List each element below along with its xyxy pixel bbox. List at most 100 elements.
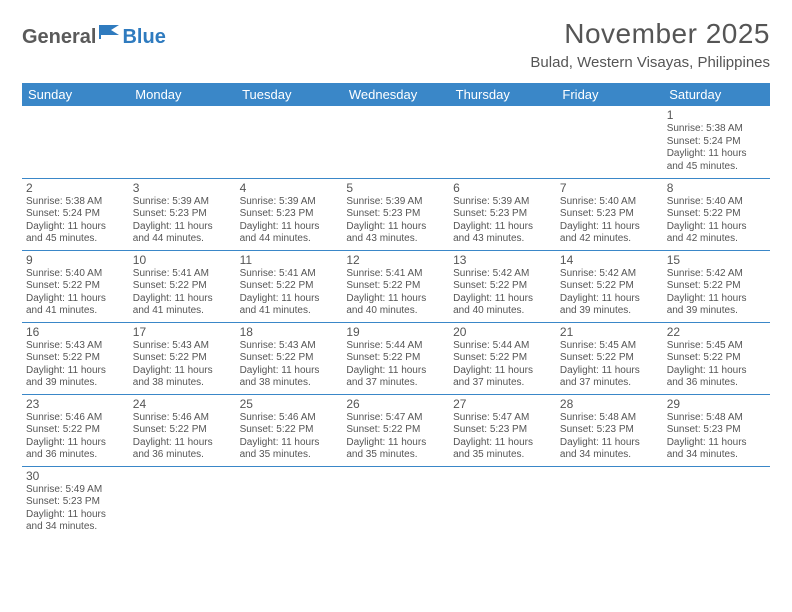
calendar-cell: 10Sunrise: 5:41 AMSunset: 5:22 PMDayligh… [129, 250, 236, 322]
page-title: November 2025 [530, 18, 770, 50]
calendar-row: 9Sunrise: 5:40 AMSunset: 5:22 PMDaylight… [22, 250, 770, 322]
day-number: 30 [26, 469, 125, 483]
daylight-line: Daylight: 11 hours and 35 minutes. [346, 437, 445, 462]
sunset-line: Sunset: 5:22 PM [26, 424, 125, 437]
day-header: Thursday [449, 83, 556, 106]
calendar-cell: 18Sunrise: 5:43 AMSunset: 5:22 PMDayligh… [236, 322, 343, 394]
day-number: 28 [560, 397, 659, 411]
day-number: 17 [133, 325, 232, 339]
day-header: Friday [556, 83, 663, 106]
calendar-cell-empty [129, 106, 236, 178]
calendar-cell: 28Sunrise: 5:48 AMSunset: 5:23 PMDayligh… [556, 394, 663, 466]
sunset-line: Sunset: 5:23 PM [453, 208, 552, 221]
sunset-line: Sunset: 5:22 PM [346, 424, 445, 437]
calendar-cell: 16Sunrise: 5:43 AMSunset: 5:22 PMDayligh… [22, 322, 129, 394]
day-number: 5 [346, 181, 445, 195]
calendar-cell: 21Sunrise: 5:45 AMSunset: 5:22 PMDayligh… [556, 322, 663, 394]
day-number: 25 [240, 397, 339, 411]
daylight-line: Daylight: 11 hours and 39 minutes. [26, 365, 125, 390]
sunrise-line: Sunrise: 5:43 AM [240, 340, 339, 353]
daylight-line: Daylight: 11 hours and 45 minutes. [667, 148, 766, 173]
calendar-cell: 15Sunrise: 5:42 AMSunset: 5:22 PMDayligh… [663, 250, 770, 322]
sunset-line: Sunset: 5:23 PM [346, 208, 445, 221]
sunset-line: Sunset: 5:22 PM [346, 352, 445, 365]
sunrise-line: Sunrise: 5:40 AM [560, 196, 659, 209]
daylight-line: Daylight: 11 hours and 43 minutes. [453, 221, 552, 246]
day-number: 24 [133, 397, 232, 411]
calendar-cell-empty [342, 106, 449, 178]
day-header: Saturday [663, 83, 770, 106]
calendar-row: 16Sunrise: 5:43 AMSunset: 5:22 PMDayligh… [22, 322, 770, 394]
calendar-cell-empty [342, 466, 449, 538]
sunrise-line: Sunrise: 5:45 AM [667, 340, 766, 353]
calendar-cell-empty [449, 106, 556, 178]
day-number: 26 [346, 397, 445, 411]
sunset-line: Sunset: 5:23 PM [560, 424, 659, 437]
day-number: 7 [560, 181, 659, 195]
calendar-cell: 8Sunrise: 5:40 AMSunset: 5:22 PMDaylight… [663, 178, 770, 250]
daylight-line: Daylight: 11 hours and 38 minutes. [240, 365, 339, 390]
sunrise-line: Sunrise: 5:47 AM [346, 412, 445, 425]
calendar-cell: 11Sunrise: 5:41 AMSunset: 5:22 PMDayligh… [236, 250, 343, 322]
calendar-cell: 9Sunrise: 5:40 AMSunset: 5:22 PMDaylight… [22, 250, 129, 322]
day-number: 22 [667, 325, 766, 339]
day-header: Sunday [22, 83, 129, 106]
daylight-line: Daylight: 11 hours and 36 minutes. [667, 365, 766, 390]
calendar-cell-empty [556, 106, 663, 178]
sunset-line: Sunset: 5:23 PM [26, 496, 125, 509]
sunrise-line: Sunrise: 5:38 AM [26, 196, 125, 209]
calendar-header-row: SundayMondayTuesdayWednesdayThursdayFrid… [22, 83, 770, 106]
sunrise-line: Sunrise: 5:40 AM [26, 268, 125, 281]
sunset-line: Sunset: 5:23 PM [560, 208, 659, 221]
day-number: 9 [26, 253, 125, 267]
daylight-line: Daylight: 11 hours and 41 minutes. [240, 293, 339, 318]
daylight-line: Daylight: 11 hours and 42 minutes. [560, 221, 659, 246]
sunrise-line: Sunrise: 5:48 AM [560, 412, 659, 425]
day-number: 4 [240, 181, 339, 195]
calendar-cell: 25Sunrise: 5:46 AMSunset: 5:22 PMDayligh… [236, 394, 343, 466]
day-number: 19 [346, 325, 445, 339]
calendar-cell: 17Sunrise: 5:43 AMSunset: 5:22 PMDayligh… [129, 322, 236, 394]
flag-icon [99, 24, 121, 45]
sunrise-line: Sunrise: 5:43 AM [26, 340, 125, 353]
daylight-line: Daylight: 11 hours and 41 minutes. [133, 293, 232, 318]
sunset-line: Sunset: 5:22 PM [240, 280, 339, 293]
day-number: 27 [453, 397, 552, 411]
logo-text-blue: Blue [122, 26, 165, 49]
calendar-cell-empty [663, 466, 770, 538]
calendar-cell: 2Sunrise: 5:38 AMSunset: 5:24 PMDaylight… [22, 178, 129, 250]
day-number: 11 [240, 253, 339, 267]
sunset-line: Sunset: 5:22 PM [453, 352, 552, 365]
sunrise-line: Sunrise: 5:41 AM [240, 268, 339, 281]
calendar-cell-empty [236, 106, 343, 178]
calendar-cell: 3Sunrise: 5:39 AMSunset: 5:23 PMDaylight… [129, 178, 236, 250]
sunset-line: Sunset: 5:22 PM [667, 280, 766, 293]
day-header: Tuesday [236, 83, 343, 106]
day-number: 1 [667, 108, 766, 122]
day-number: 3 [133, 181, 232, 195]
day-number: 2 [26, 181, 125, 195]
daylight-line: Daylight: 11 hours and 34 minutes. [560, 437, 659, 462]
daylight-line: Daylight: 11 hours and 35 minutes. [240, 437, 339, 462]
day-header: Wednesday [342, 83, 449, 106]
daylight-line: Daylight: 11 hours and 43 minutes. [346, 221, 445, 246]
sunset-line: Sunset: 5:23 PM [667, 424, 766, 437]
daylight-line: Daylight: 11 hours and 36 minutes. [133, 437, 232, 462]
calendar-cell: 7Sunrise: 5:40 AMSunset: 5:23 PMDaylight… [556, 178, 663, 250]
daylight-line: Daylight: 11 hours and 40 minutes. [453, 293, 552, 318]
daylight-line: Daylight: 11 hours and 39 minutes. [560, 293, 659, 318]
daylight-line: Daylight: 11 hours and 40 minutes. [346, 293, 445, 318]
sunrise-line: Sunrise: 5:39 AM [346, 196, 445, 209]
sunrise-line: Sunrise: 5:49 AM [26, 484, 125, 497]
daylight-line: Daylight: 11 hours and 41 minutes. [26, 293, 125, 318]
sunset-line: Sunset: 5:23 PM [133, 208, 232, 221]
daylight-line: Daylight: 11 hours and 36 minutes. [26, 437, 125, 462]
calendar-cell-empty [449, 466, 556, 538]
day-number: 15 [667, 253, 766, 267]
calendar-row: 23Sunrise: 5:46 AMSunset: 5:22 PMDayligh… [22, 394, 770, 466]
page-subtitle: Bulad, Western Visayas, Philippines [530, 54, 770, 71]
daylight-line: Daylight: 11 hours and 42 minutes. [667, 221, 766, 246]
sunrise-line: Sunrise: 5:46 AM [240, 412, 339, 425]
sunset-line: Sunset: 5:24 PM [26, 208, 125, 221]
calendar-row: 1Sunrise: 5:38 AMSunset: 5:24 PMDaylight… [22, 106, 770, 178]
